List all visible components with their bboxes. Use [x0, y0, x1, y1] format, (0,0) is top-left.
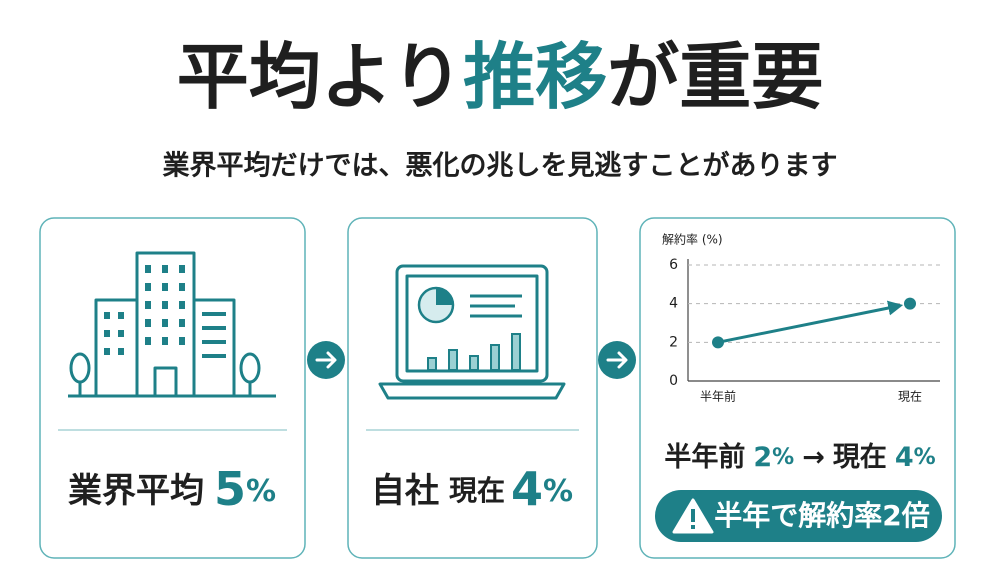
- card-label: 自社: [371, 471, 439, 511]
- title-highlight: 推移: [463, 35, 607, 119]
- x-tick-label: 現在: [898, 390, 922, 404]
- title-text: が重要: [607, 35, 823, 119]
- card: [39, 217, 306, 559]
- line: [717, 300, 904, 344]
- y-tick-label: 6: [669, 257, 678, 273]
- title: 平均より推移が重要: [177, 35, 824, 119]
- badge-text: 半年で解約率2倍: [714, 499, 929, 532]
- summary-label: 半年前: [664, 441, 745, 473]
- card-value: 5: [214, 462, 246, 516]
- warning-icon-mark: [691, 509, 695, 522]
- y-tick-label: 0: [669, 373, 678, 389]
- buildings-icon: [68, 251, 276, 398]
- summary-unit: %: [772, 445, 794, 470]
- summary: 半年前 2% → 現在 4%: [664, 441, 935, 473]
- arrow-icon: [606, 351, 628, 369]
- y-tick-label: 4: [669, 296, 678, 312]
- card-stat: 業界平均 5%: [68, 462, 276, 516]
- summary-arrow: →: [802, 442, 825, 473]
- card: [347, 217, 598, 559]
- y-tick-label: 2: [669, 334, 678, 350]
- chart-y-label: 解約率 (%): [662, 232, 723, 247]
- arrow-icon: [315, 351, 337, 369]
- summary-value: 4: [895, 442, 914, 473]
- card: [639, 217, 956, 559]
- subtitle: 業界平均だけでは、悪化の兆しを見逃すことがあります: [163, 150, 838, 182]
- warning-icon-dot: [691, 525, 695, 529]
- summary-unit: %: [914, 445, 936, 470]
- title-text: 平均より: [177, 35, 464, 119]
- x-tick-label: 半年前: [700, 389, 736, 404]
- summary-value: 2: [753, 442, 772, 473]
- card-stat: 自社 現在 4%: [371, 462, 573, 516]
- badge: [655, 490, 942, 542]
- card-value: 4: [511, 462, 543, 516]
- card-label: 業界平均: [68, 471, 204, 511]
- point: [904, 297, 916, 310]
- card-unit: %: [246, 474, 276, 509]
- point: [712, 336, 724, 349]
- line-chart: 0 2 4 6 半年前 現在: [669, 257, 940, 404]
- laptop-icon: [378, 264, 566, 400]
- summary-label: 現在: [833, 442, 887, 473]
- card-unit: %: [543, 474, 573, 509]
- card-sublabel: 現在: [449, 474, 505, 507]
